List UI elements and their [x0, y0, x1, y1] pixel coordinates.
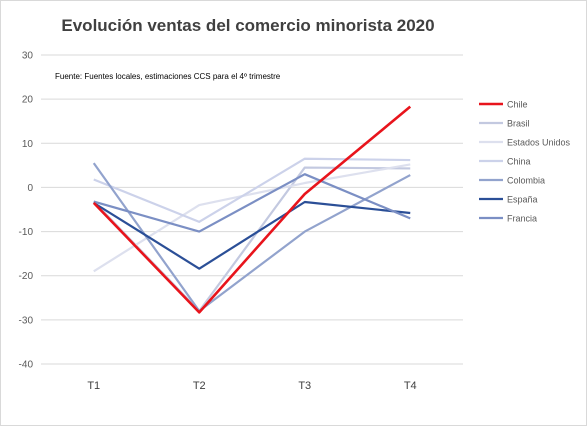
y-tick-label: 30 — [22, 51, 34, 62]
series-line-colombia — [92, 162, 411, 313]
y-tick-label: -40 — [19, 360, 34, 371]
chart-title: Evolución ventas del comercio minorista … — [61, 16, 434, 35]
legend-label-china: China — [507, 157, 531, 167]
y-tick-label: -10 — [19, 227, 34, 238]
legend-label-colombia: Colombia — [507, 176, 545, 186]
y-tick-label: -30 — [19, 315, 34, 326]
series-line-estados-unidos — [93, 163, 411, 273]
x-tick-label: T2 — [193, 380, 206, 392]
legend: Chile Brasil Estados Unidos China Colombia Es… — [479, 100, 571, 224]
series-lines — [92, 105, 412, 314]
y-axis-ticks: 30 20 10 0 -10 -20 -30 -40 — [19, 51, 34, 371]
y-tick-label: -20 — [19, 271, 34, 282]
x-tick-label: T4 — [404, 380, 417, 392]
legend-label-espa-a: España — [507, 195, 538, 205]
legend-label-francia: Francia — [507, 214, 537, 224]
series-line-francia — [93, 173, 411, 233]
legend-label-brasil: Brasil — [507, 119, 530, 129]
series-line-chile — [92, 105, 412, 314]
legend-label-chile: Chile — [507, 100, 528, 110]
series-line-espa-a — [93, 200, 411, 270]
y-tick-label: 10 — [22, 139, 34, 150]
x-tick-label: T1 — [87, 380, 100, 392]
y-tick-label: 0 — [27, 183, 33, 194]
x-axis-ticks: T1 T2 T3 T4 — [87, 380, 416, 392]
y-tick-label: 20 — [22, 95, 34, 106]
series-line-china — [93, 157, 411, 223]
legend-label-estados-unidos: Estados Unidos — [507, 138, 571, 148]
source-note: Fuente: Fuentes locales, estimaciones CC… — [55, 72, 281, 81]
x-tick-label: T3 — [298, 380, 311, 392]
